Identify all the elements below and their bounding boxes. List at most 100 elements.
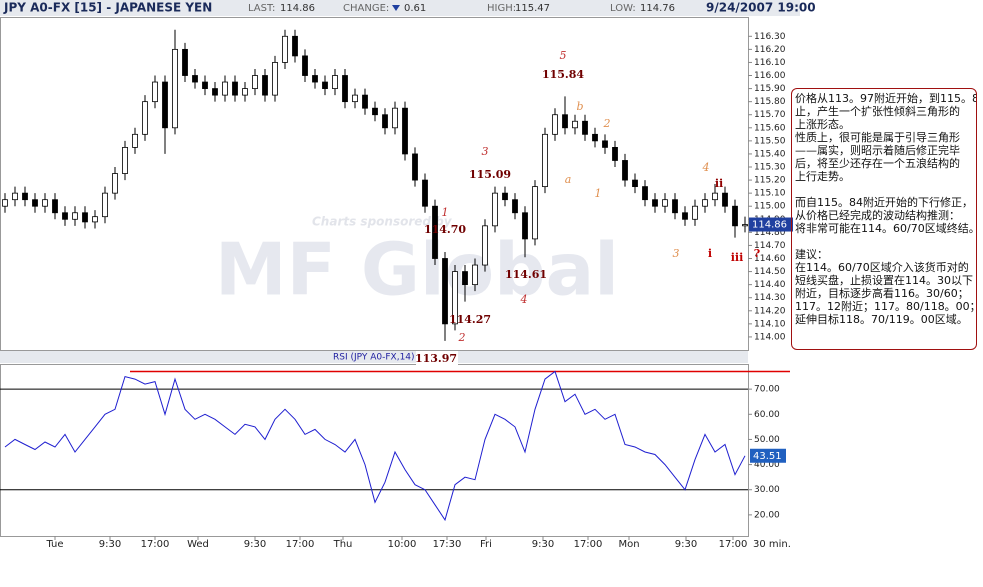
y-tick-label: 114.10 [754,319,786,329]
rsi-line [4,370,746,522]
note-line: 从价格已经完成的波动结构推测： [795,209,960,222]
wave-annotation: 1 [442,206,449,219]
wave-annotation: 3 [673,247,680,260]
candle-body [332,75,338,89]
candle-body [722,192,728,207]
candle-body [342,75,348,103]
candle-body [492,192,498,227]
y-tick-label: 115.50 [754,136,786,146]
candle-body [312,75,318,83]
y-tick-label: 115.90 [754,84,786,94]
candle-body [382,114,388,129]
y-tick-label: 115.10 [754,189,786,199]
candle-body [162,81,168,129]
wave-annotation: 114.61 [505,268,547,281]
candle-body [702,199,708,207]
candle-body [692,205,698,220]
note-line: 将非常可能在114。60/70区域终结。 [795,222,977,235]
candle-body [212,88,218,96]
last-label: LAST: [248,3,275,14]
candle-body [52,199,58,214]
candle-body [262,75,268,96]
note-line: ——属实，则昭示着随后修正完毕 [795,144,960,157]
candle-body [232,81,238,96]
y-tick-label: 115.60 [754,123,786,133]
x-tick-label: Mon [618,539,639,550]
y-tick-label: 115.80 [754,97,786,107]
candle-body [12,192,18,201]
y-tick-label: 30.00 [754,485,780,495]
analysis-note: 价格从113。97附近开始，到115。84 止，产生一个扩张性倾斜三角形的 上涨形态… [791,88,977,350]
y-tick-label: 115.20 [754,176,786,186]
x-tick-label: 9:30 [99,539,121,550]
candle-body [152,81,158,103]
x-tick-label: 17:30 [433,539,462,550]
wave-annotation: 2 [458,331,466,344]
rsi-frame [0,364,749,537]
wave-annotation: 4 [702,161,710,174]
candle-body [452,271,458,325]
candle-body [282,35,288,63]
y-tick-label: 114.80 [754,228,786,238]
candle-body [682,212,688,220]
candle-body [62,212,68,220]
candle-body [602,140,608,148]
last-price-box [749,217,793,232]
y-tick-label: 114.60 [754,254,786,264]
candle-body [272,62,278,96]
wave-annotation: 114.70 [424,223,466,236]
y-tick-label: 40.00 [754,460,780,470]
y-tick-label: 115.00 [754,202,786,212]
note-line: 性质上，很可能是属于引导三角形 [795,131,960,144]
candle-body [172,48,178,129]
y-tick-label: 115.70 [754,110,786,120]
note-line: 在114。60/70区域介入该货币对的 [795,261,969,274]
x-tick-label: 17:00 [719,539,748,550]
candle-body [582,120,588,135]
candle-body [572,120,578,129]
y-tick-label: 70.00 [754,385,780,395]
last-rsi-box [750,448,786,463]
y-tick-label: 115.30 [754,163,786,173]
candle-body [462,271,468,286]
note-line: 后，将至少还存在一个五浪结构的 [795,157,960,170]
candle-body [612,147,618,161]
y-tick-label: 114.30 [754,293,786,303]
y-tick-label: 60.00 [754,410,780,420]
x-tick-label: 17:00 [574,539,603,550]
note-line: 上行走势。 [795,170,850,183]
x-tick-label: Tue [45,539,63,550]
y-tick-label: 20.00 [754,510,780,520]
candle-body [522,212,528,240]
x-tick-label: 9:30 [532,539,554,550]
candle-body [42,199,48,207]
candle-body [252,75,258,89]
wave-annotation: ii [715,177,723,190]
y-tick-label: 114.20 [754,306,786,316]
candle-body [732,205,738,227]
low-value: 114.76 [640,3,675,14]
wave-annotation: 115.84 [542,68,584,81]
wave-annotation: 3 [482,145,489,158]
candle-body [242,88,248,96]
symbol: JPY A0-FX [15] - JAPANESE YEN [3,1,212,15]
high-label: HIGH: [487,3,516,14]
candle-body [122,147,128,174]
candle-body [302,55,308,76]
rsi-header [0,351,748,363]
x-tick-label: 9:30 [675,539,697,550]
y-tick-label: 114.50 [754,267,786,277]
datetime: 9/24/2007 19:00 [706,1,816,15]
candle-body [22,192,28,201]
wave-annotation: 115.09 [469,168,511,181]
candle-body [562,114,568,129]
candle-body [142,101,148,135]
note-line [795,235,973,248]
wave-annotation: iii [731,251,744,264]
candle-body [672,199,678,214]
y-tick-label: 114.40 [754,280,786,290]
note-line: 上涨形态。 [795,118,850,131]
candle-body [92,216,98,223]
